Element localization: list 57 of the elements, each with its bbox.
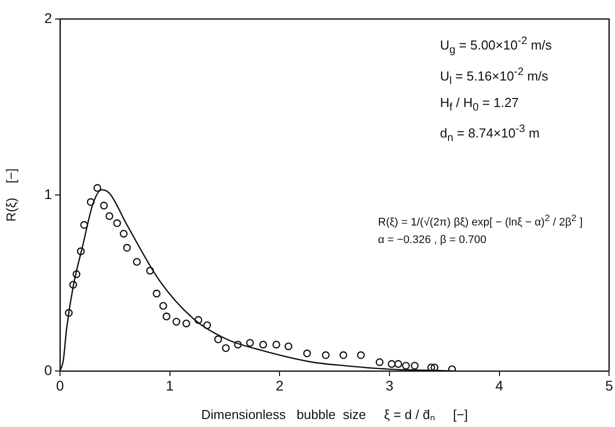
y-axis-title: R(ξ) [−] [3,168,18,222]
point [388,360,396,368]
point [246,338,254,347]
x-tick-label: 5 [605,377,614,394]
point [234,340,242,348]
point [394,360,402,368]
point [86,198,95,206]
point [76,247,85,256]
x-tick-label: 2 [276,377,284,394]
point [259,340,268,348]
point [152,290,161,298]
point [410,362,419,370]
point [80,221,88,229]
point [172,318,180,326]
point [182,320,190,328]
point [376,358,384,366]
y-tick-label: 2 [44,10,52,26]
point [402,362,410,370]
x-axis-title: Dimensionless bubble size ξ = d / d̄ₙ [−] [201,406,468,422]
point [303,350,311,358]
y-tick-label: 1 [44,186,52,202]
point [146,266,154,275]
point [162,312,170,320]
annotation: H$_{f}$ / H$_{0}$ = 1.27 [440,94,520,116]
point [203,321,212,330]
point [357,351,365,360]
point [123,244,131,252]
x-tick-label: 1 [166,377,174,394]
point [339,351,348,360]
point [222,344,230,352]
annotation: R(ξ) = 1/(√(2π) βξ) exp[ − (lnξ − α)$^{2}$ / 2β$^{2}$ ] [378,212,583,231]
point [72,270,80,278]
point [214,335,222,344]
annotation: U$_{g}$ = 5.00×10$^{-2}$ m/s [440,34,552,58]
annotation: d$_{n}$ = 8.74×10$^{-3}$ m [440,122,541,146]
point [93,184,102,192]
annotation: U$_{l}$ = 5.16×10$^{-2}$ m/s [440,64,550,89]
point [284,342,292,350]
point [448,365,456,371]
point [120,230,128,238]
x-tick-label: 3 [386,377,394,394]
x-tick-label: 0 [56,377,64,394]
point [100,202,108,210]
point [132,258,141,266]
x-tick-label: 4 [495,377,504,394]
y-tick-label: 0 [44,362,52,378]
point [272,340,280,348]
point [106,212,114,220]
point [69,280,78,289]
point [159,302,168,310]
point [194,316,202,324]
annotation: α = −0.326 , β = 0.700 [378,232,488,248]
point [64,309,73,317]
point [113,219,122,228]
point [322,351,330,360]
point [427,364,436,371]
point [430,364,438,371]
